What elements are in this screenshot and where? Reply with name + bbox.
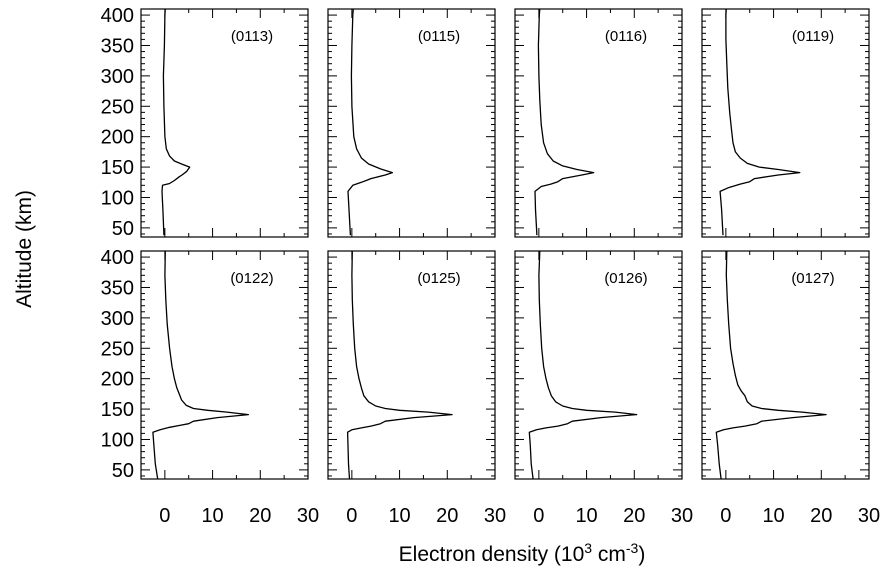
x-tick-label: 20 [623,505,645,527]
panel-frame [327,8,496,238]
panel-label: (0116) [605,28,647,45]
panel-1: (0113) [140,8,309,238]
panel-label: (0119) [792,28,834,45]
y-tick-label: 100 [101,187,134,209]
panel-label: (0127) [791,270,834,287]
y-tick-label: 350 [101,277,134,299]
x-axis-title-end: ) [638,543,645,566]
x-tick-label: 10 [762,505,784,527]
density-profile-line [528,250,638,480]
x-axis-title-main: Electron density (10 [399,543,585,566]
y-tick-label: 50 [112,218,134,240]
density-profile-line [719,8,801,236]
x-axis-title-mid: cm [592,543,626,566]
y-tick-label: 100 [101,429,134,451]
density-profile-line [152,250,250,480]
y-tick-label: 400 [101,5,134,27]
density-profile-line [161,8,191,236]
panel-7: (0126) [514,250,683,480]
panel-frame [514,250,683,480]
y-tick-label: 300 [101,308,134,330]
density-profile-line [715,250,827,480]
y-tick-label: 250 [101,96,134,118]
y-axis-title: Altitude (km) [13,190,36,308]
x-tick-label: 30 [858,505,880,527]
x-tick-label: 20 [810,505,832,527]
x-tick-label: 10 [388,505,410,527]
x-tick-label: 10 [575,505,597,527]
x-axis-title: Electron density (103 cm-3) [399,540,646,566]
panel-label: (0122) [230,270,273,287]
panel-label: (0113) [231,28,273,45]
x-axis-title-sup1: 3 [584,540,592,556]
x-tick-label: 0 [720,505,731,527]
y-tick-label: 350 [101,35,134,57]
x-tick-label: 0 [533,505,544,527]
density-profile-line [347,8,394,236]
y-tick-label: 150 [101,157,134,179]
panel-8: (0127) [701,250,870,480]
y-tick-label: 200 [101,369,134,391]
y-tick-label: 150 [101,399,134,421]
panel-4: (0119) [701,8,870,238]
panel-frame [701,250,870,480]
panel-label: (0126) [604,270,647,287]
y-tick-label: 400 [101,247,134,269]
panel-5: (0122) [140,250,309,480]
y-tick-label: 250 [101,338,134,360]
x-tick-label: 20 [249,505,271,527]
x-tick-label: 0 [159,505,170,527]
x-axis-title-sup2: -3 [626,540,639,556]
panel-frame [327,250,496,480]
x-tick-label: 0 [346,505,357,527]
panel-frame [514,8,683,238]
panels-layer: (0113) (0115) (0116) (0119) (0122) (0125) (012… [140,8,870,480]
panel-3: (0116) [514,8,683,238]
panel-6: (0125) [327,250,496,480]
x-tick-label: 20 [436,505,458,527]
y-tick-label: 200 [101,127,134,149]
panel-2: (0115) [327,8,496,238]
panel-label: (0115) [418,28,460,45]
density-profile-line [534,8,595,236]
y-tick-label: 50 [112,460,134,482]
panel-label: (0125) [417,270,460,287]
density-profile-line [346,250,453,480]
panel-frame [701,8,870,238]
x-tick-label: 30 [484,505,506,527]
y-tick-label: 300 [101,66,134,88]
panel-frame [140,8,309,238]
x-tick-label: 30 [297,505,319,527]
axis-labels-layer: 4003503002502001501005040035030025020015… [101,5,881,527]
panel-frame [140,250,309,480]
x-tick-label: 10 [201,505,223,527]
x-tick-label: 30 [671,505,693,527]
